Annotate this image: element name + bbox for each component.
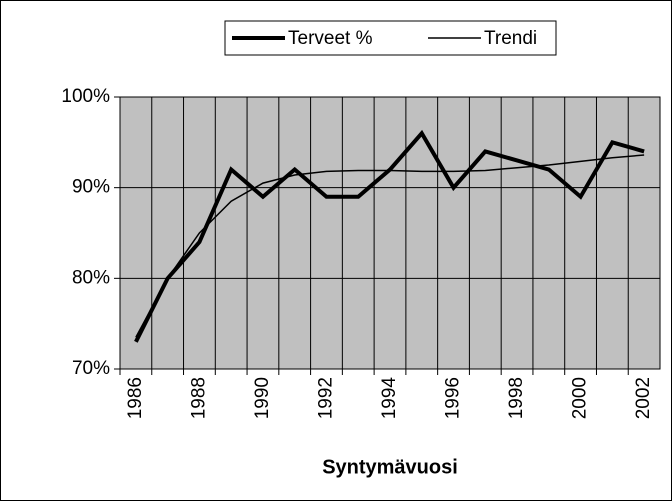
- x-tick-label: 1992: [315, 377, 336, 419]
- x-tick-label: 1994: [379, 377, 400, 420]
- x-tick-label: 1988: [188, 377, 209, 419]
- y-tick-label: 100%: [61, 86, 110, 107]
- y-tick-label: 80%: [72, 267, 110, 288]
- x-tick-label: 1998: [506, 377, 527, 419]
- plot-area: [119, 96, 661, 370]
- legend-label: Terveet %: [288, 28, 373, 49]
- y-tick-label: 70%: [72, 358, 110, 379]
- series-line: [135, 154, 645, 338]
- x-tick-label: 2002: [633, 377, 654, 419]
- x-tick-label: 1990: [252, 377, 273, 419]
- y-tick-label: 90%: [72, 177, 110, 198]
- series-line: [134, 129, 645, 343]
- x-tick-label: 1986: [125, 377, 146, 419]
- x-axis-title: Syntymävuosi: [322, 456, 458, 478]
- x-tick-label: 2000: [570, 377, 591, 419]
- x-tick-label: 1996: [443, 377, 464, 419]
- legend-label: Trendi: [484, 28, 537, 49]
